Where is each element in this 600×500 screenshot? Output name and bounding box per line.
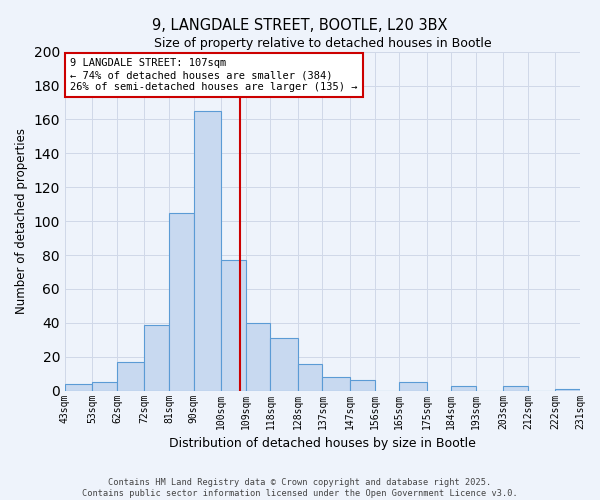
Bar <box>451 386 476 390</box>
Bar <box>145 324 169 390</box>
Bar <box>271 338 298 390</box>
Bar <box>194 111 221 390</box>
Bar <box>65 384 92 390</box>
Bar <box>322 377 350 390</box>
Bar <box>556 389 580 390</box>
X-axis label: Distribution of detached houses by size in Bootle: Distribution of detached houses by size … <box>169 437 476 450</box>
Bar <box>298 364 322 390</box>
Bar <box>399 382 427 390</box>
Bar <box>92 382 117 390</box>
Text: 9 LANGDALE STREET: 107sqm
← 74% of detached houses are smaller (384)
26% of semi: 9 LANGDALE STREET: 107sqm ← 74% of detac… <box>70 58 358 92</box>
Y-axis label: Number of detached properties: Number of detached properties <box>15 128 28 314</box>
Bar <box>169 212 194 390</box>
Title: Size of property relative to detached houses in Bootle: Size of property relative to detached ho… <box>154 38 491 51</box>
Bar <box>503 386 528 390</box>
Bar <box>117 362 145 390</box>
Bar <box>221 260 246 390</box>
Text: Contains HM Land Registry data © Crown copyright and database right 2025.
Contai: Contains HM Land Registry data © Crown c… <box>82 478 518 498</box>
Text: 9, LANGDALE STREET, BOOTLE, L20 3BX: 9, LANGDALE STREET, BOOTLE, L20 3BX <box>152 18 448 32</box>
Bar <box>246 323 271 390</box>
Bar <box>350 380 374 390</box>
